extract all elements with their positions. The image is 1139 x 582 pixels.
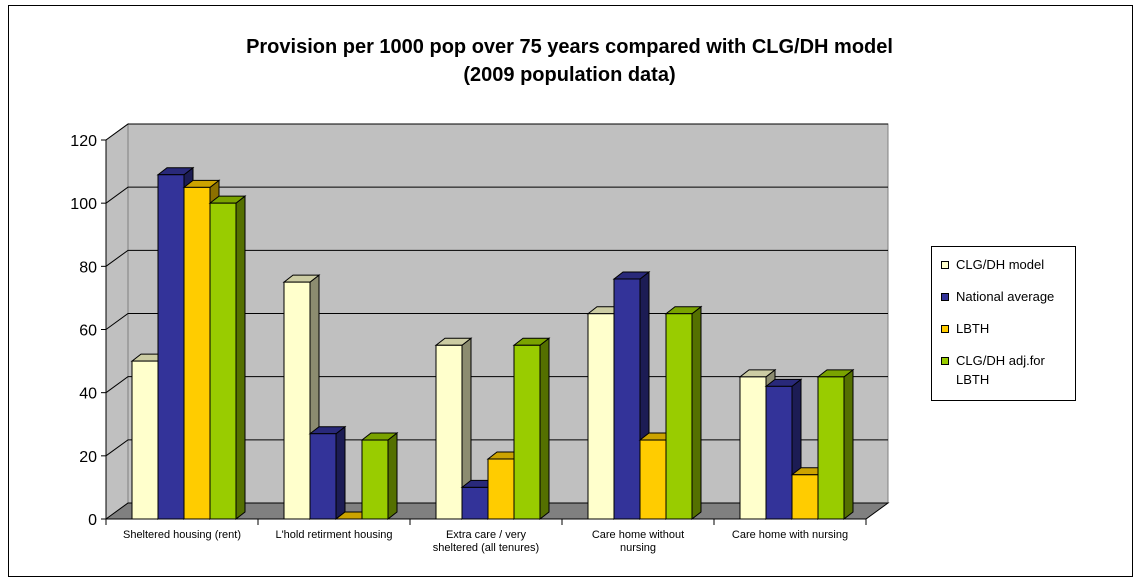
gridline [105, 186, 888, 204]
y-tick-label: 80 [79, 259, 97, 276]
legend-item: National average [932, 287, 1077, 307]
x-category-label: nursing [620, 542, 656, 554]
chart-legend: CLG/DH model National average LBTH CLG/DH a… [931, 246, 1076, 401]
y-tick-label: 40 [79, 386, 97, 403]
bar-clg-dh-adj-for-lbth-3 [665, 313, 693, 520]
bar-lbth-3 [639, 439, 667, 520]
legend-label: LBTH [956, 372, 990, 387]
y-tick-label: 0 [88, 512, 97, 529]
bar-national-average-0 [157, 174, 185, 520]
legend-label: CLG/DH adj.for [956, 353, 1045, 368]
y-tick-label: 60 [79, 323, 97, 340]
x-category-label: Care home without [592, 529, 684, 541]
bar-national-average-1-side [335, 425, 346, 521]
y-tick-label: 100 [70, 196, 97, 213]
bar-clg-dh-adj-for-lbth-0 [209, 202, 237, 520]
x-category-label: sheltered (all tenures) [433, 542, 539, 554]
legend-swatch [941, 293, 949, 301]
bar-clg-dh-adj-for-lbth-2-side [539, 337, 550, 521]
legend-swatch [941, 261, 949, 269]
y-tick-label: 120 [70, 133, 97, 150]
chart-title-line-1: Provision per 1000 pop over 75 years com… [246, 36, 893, 58]
gridline [105, 123, 888, 141]
bar-clg-dh-model-3 [587, 313, 615, 520]
bar-clg-dh-adj-for-lbth-4-side [843, 368, 854, 521]
legend-label: National average [956, 289, 1055, 304]
bar-national-average-3 [613, 278, 641, 520]
bar-lbth-2 [487, 458, 515, 520]
bar-national-average-1 [309, 433, 337, 520]
legend-label: LBTH [956, 321, 990, 336]
y-tick-label: 20 [79, 449, 97, 466]
x-category-label: Sheltered housing (rent) [123, 529, 241, 541]
legend-item: LBTH [932, 319, 1077, 339]
bar-clg-dh-adj-for-lbth-1-side [387, 432, 398, 521]
x-category-label: L'hold retirment housing [275, 529, 392, 541]
legend-swatch [941, 325, 949, 333]
bar-clg-dh-adj-for-lbth-0-side [235, 195, 246, 521]
bar-clg-dh-model-4 [739, 376, 767, 520]
bar-lbth-0 [183, 186, 211, 520]
x-category-label: Extra care / very [446, 529, 527, 541]
bar-national-average-4 [765, 385, 793, 520]
bar-clg-dh-adj-for-lbth-4 [817, 376, 845, 520]
bar-lbth-4 [791, 474, 819, 520]
legend-item: CLG/DH model [932, 255, 1077, 275]
chart-title-line-2: (2009 population data) [463, 64, 676, 86]
bar-clg-dh-model-1 [283, 281, 311, 520]
x-category-label: Care home with nursing [732, 529, 848, 541]
legend-label: CLG/DH model [956, 257, 1045, 272]
bar-clg-dh-adj-for-lbth-1 [361, 439, 389, 520]
legend-item: CLG/DH adj.for LBTH [932, 351, 1077, 387]
legend-swatch [941, 357, 949, 365]
chart-title: Provision per 1000 pop over 75 years com… [0, 33, 1139, 89]
gridline [105, 249, 888, 267]
bar-clg-dh-adj-for-lbth-3-side [691, 305, 702, 521]
bar-clg-dh-adj-for-lbth-2 [513, 344, 541, 520]
bar-clg-dh-model-2 [435, 344, 463, 520]
bar-national-average-2 [461, 486, 489, 520]
bar-clg-dh-model-0 [131, 360, 159, 520]
